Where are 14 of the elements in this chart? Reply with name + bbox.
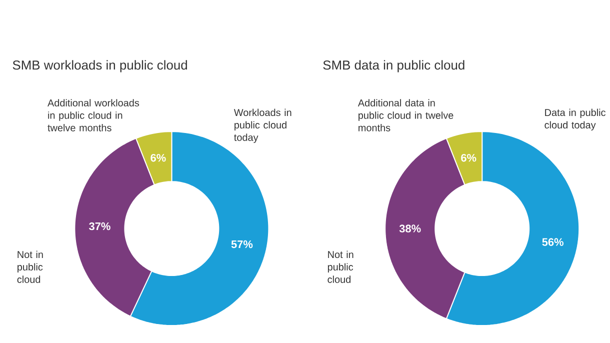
data-label: 57% (231, 240, 253, 248)
data-label: 56% (542, 238, 564, 246)
slice-label: Data in public cloud today (544, 108, 606, 130)
data-label: 38% (399, 224, 421, 232)
chart-title: SMB data in public cloud (323, 60, 464, 72)
slice-label: Additional data in public cloud in twelve months (358, 99, 454, 132)
slice-label: Workloads in public cloud today (234, 108, 292, 143)
slice-label: Additional workloads in public cloud in twelve months (48, 99, 140, 132)
chart-title: SMB workloads in public cloud (12, 60, 187, 72)
data-label: 37% (89, 222, 110, 230)
data-label: 6% (461, 154, 476, 162)
data-label: 6% (150, 154, 166, 162)
slice-label: Not in public cloud (328, 250, 354, 283)
slice-label: Not in public cloud (17, 250, 43, 283)
